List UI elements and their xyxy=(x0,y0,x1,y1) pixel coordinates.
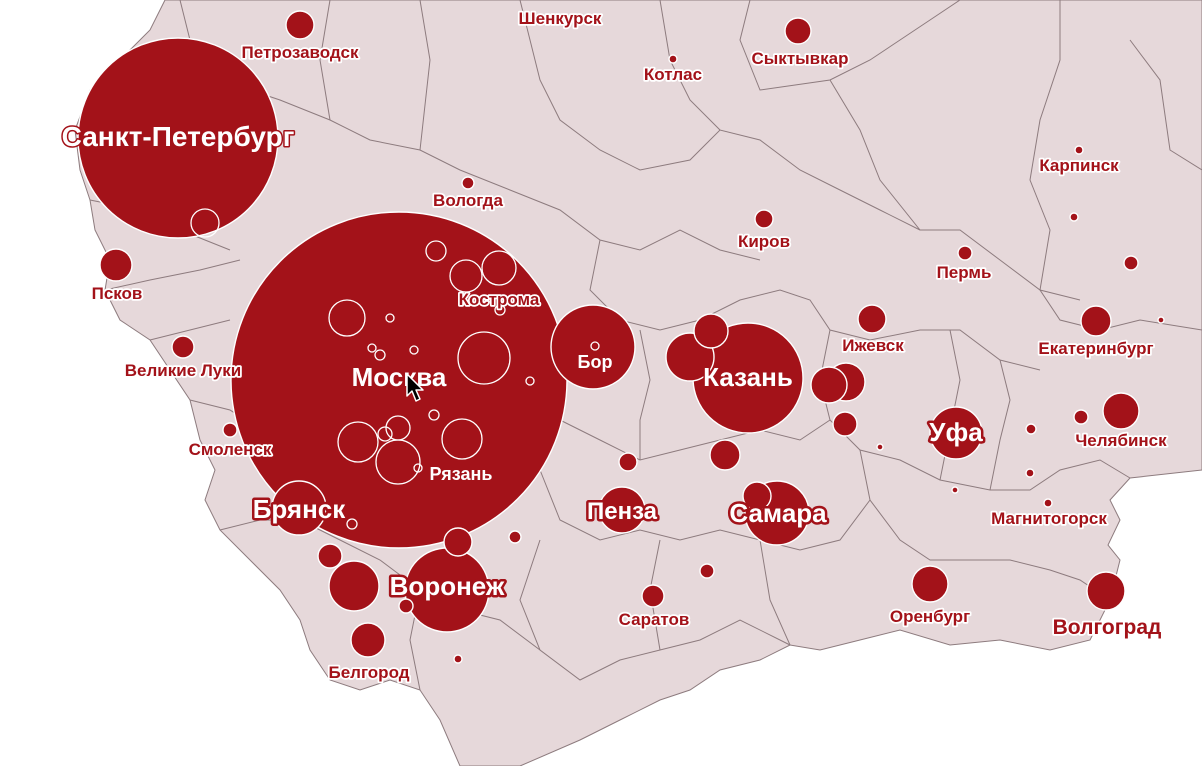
label-pskov: Псков xyxy=(92,284,143,303)
label-vologda: Вологда xyxy=(433,191,503,210)
bubble-perm-b[interactable] xyxy=(1123,255,1139,271)
bubble-tambov[interactable] xyxy=(508,530,522,544)
label-ryazan: Рязань xyxy=(430,464,493,484)
bubble-ekb-b[interactable] xyxy=(1157,316,1165,324)
bubble-petrozavodsk[interactable] xyxy=(285,10,315,40)
bubble-vologda[interactable] xyxy=(461,176,475,190)
label-petrozavodsk: Петрозаводск xyxy=(242,43,359,62)
bubble-syktyvkar[interactable] xyxy=(784,17,812,45)
bubble-engels[interactable] xyxy=(699,563,715,579)
bubble-chelyabinsk[interactable] xyxy=(1102,392,1140,430)
bubble-ufa[interactable] xyxy=(929,406,983,460)
label-spb: Санкт-Петербург xyxy=(62,121,295,152)
bubble-small-b[interactable] xyxy=(453,654,463,664)
bubble-chel-b[interactable] xyxy=(1073,409,1089,425)
label-belgorod: Белгород xyxy=(328,663,409,682)
label-chelyabinsk: Челябинск xyxy=(1075,431,1167,450)
label-bor: Бор xyxy=(578,352,613,372)
label-smolensk: Смоленск xyxy=(189,440,272,459)
bubble-bor[interactable] xyxy=(550,304,636,390)
bubble-orel[interactable] xyxy=(317,543,343,569)
label-kazan: Казань xyxy=(703,362,793,392)
bubble-spb[interactable] xyxy=(77,37,279,239)
moscow-sub-bubbles xyxy=(328,240,535,530)
bubble-karpinsk-b[interactable] xyxy=(1069,212,1079,222)
label-shenkursk: Шенкурск xyxy=(519,9,602,28)
label-magnitogorsk: Магнитогорск xyxy=(991,509,1107,528)
label-orenburg: Оренбург xyxy=(890,607,970,626)
bubble-saratov[interactable] xyxy=(641,584,665,608)
label-voronezh: Воронеж xyxy=(390,571,505,601)
bubble-togliatti[interactable] xyxy=(742,481,772,511)
bubble-volgograd[interactable] xyxy=(1086,571,1126,611)
bubble-ufa-b[interactable] xyxy=(951,486,959,494)
bubble-kursk[interactable] xyxy=(328,560,380,612)
bubble-lipetsk[interactable] xyxy=(398,598,414,614)
bubble-chel-c[interactable] xyxy=(1025,423,1037,435)
label-perm: Пермь xyxy=(937,263,992,282)
label-velikie-luki: Великие Луки xyxy=(125,361,241,380)
bubble-small-a[interactable] xyxy=(876,443,884,451)
bubble-magnitogorsk[interactable] xyxy=(1043,498,1053,508)
bubble-izhevsk-b[interactable] xyxy=(810,366,848,404)
label-penza: Пенза xyxy=(587,498,658,525)
arrow-cursor-icon xyxy=(406,373,424,402)
label-ekaterinburg: Екатеринбург xyxy=(1038,339,1153,358)
bubble-bryansk[interactable] xyxy=(271,480,327,536)
bubble-velikie-luki[interactable] xyxy=(171,335,195,359)
bubble-chel-d[interactable] xyxy=(1025,468,1035,478)
bubble-voronezh-b[interactable] xyxy=(443,527,473,557)
bubble-perm[interactable] xyxy=(957,245,973,261)
label-samara: Самара xyxy=(729,498,827,528)
label-volgograd: Волгоград xyxy=(1053,616,1162,639)
bubble-karpinsk[interactable] xyxy=(1074,145,1084,155)
label-karpinsk: Карпинск xyxy=(1039,156,1119,175)
bubble-kotlas[interactable] xyxy=(668,54,678,64)
label-izhevsk: Ижевск xyxy=(842,336,904,355)
bubble-ekaterinburg[interactable] xyxy=(1080,305,1112,337)
label-kirov: Киров xyxy=(738,232,790,251)
bubble-orenburg[interactable] xyxy=(911,565,949,603)
label-syktyvkar: Сыктывкар xyxy=(752,49,849,68)
bubble-ulyanovsk[interactable] xyxy=(709,439,741,471)
bubble-izhevsk[interactable] xyxy=(857,304,887,334)
bubble-penza[interactable] xyxy=(598,486,646,534)
label-bryansk: Брянск xyxy=(253,494,347,524)
bubble-smolensk[interactable] xyxy=(222,422,238,438)
region-borders xyxy=(89,0,1202,691)
bubble-spb-sub xyxy=(190,208,220,238)
label-saratov: Саратов xyxy=(619,610,690,629)
label-moscow: Москва xyxy=(352,362,447,392)
bubble-bor-sub xyxy=(590,341,600,351)
label-kotlas: Котлас xyxy=(644,65,702,84)
bubble-kirov[interactable] xyxy=(754,209,774,229)
label-kostroma: Кострома xyxy=(459,290,540,309)
label-ufa: Уфа xyxy=(929,417,983,447)
bubble-kazan-3[interactable] xyxy=(693,313,729,349)
bubble-belgorod[interactable] xyxy=(350,622,386,658)
bubble-mordovia[interactable] xyxy=(618,452,638,472)
bubble-cheboksary[interactable] xyxy=(832,411,858,437)
bubble-pskov[interactable] xyxy=(99,248,133,282)
